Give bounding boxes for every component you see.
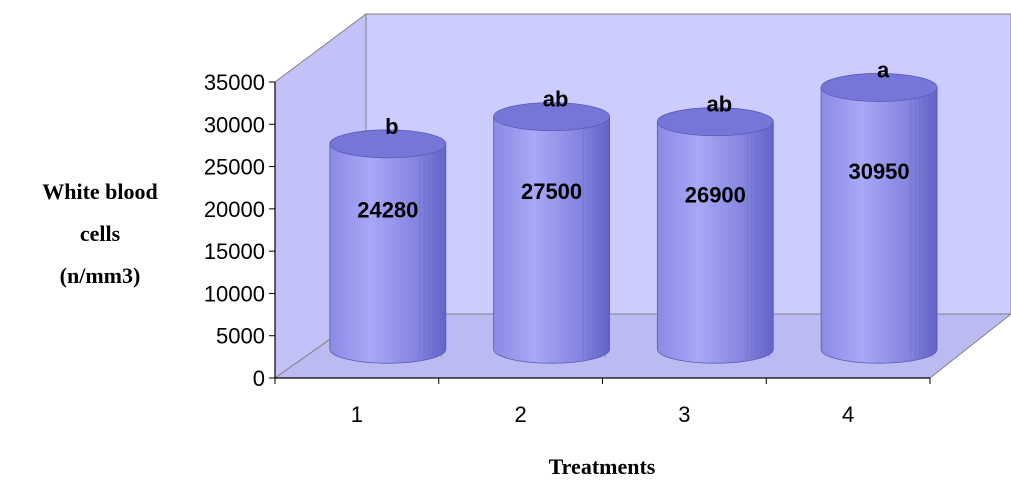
- y-tick-label: 0: [253, 366, 265, 391]
- y-axis-title-line-3: (n/mm3): [60, 263, 141, 288]
- bar: [656, 121, 774, 364]
- y-axis-ticks: 0 5000 10000 15000 20000 25000 30000 35000: [204, 70, 275, 391]
- bar-top: [329, 129, 447, 159]
- significance-letter: b: [385, 114, 398, 139]
- bar: [329, 143, 447, 364]
- y-tick-label: 5000: [216, 324, 265, 349]
- significance-letter: ab: [543, 87, 569, 112]
- bar-top: [656, 107, 774, 137]
- data-label: 27500: [521, 179, 582, 204]
- bar: [820, 87, 938, 364]
- x-axis-ticks: 1 2 3 4: [274, 378, 931, 427]
- y-tick-label: 20000: [204, 197, 265, 222]
- y-tick-label: 30000: [204, 112, 265, 137]
- y-axis-title-line-2: cells: [80, 221, 121, 246]
- y-axis-title-line-1: White blood: [42, 179, 158, 204]
- y-tick-label: 15000: [204, 239, 265, 264]
- bar: [493, 116, 610, 364]
- y-tick-label: 10000: [204, 281, 265, 306]
- bars: b 24280 ab 27500 ab 26900 a 30950: [329, 57, 938, 364]
- bar-top: [820, 73, 938, 102]
- x-axis-title: Treatments: [549, 454, 656, 479]
- y-tick-label: 25000: [204, 155, 265, 180]
- x-tick-label: 3: [678, 402, 690, 427]
- data-label: 30950: [848, 159, 909, 184]
- data-label: 24280: [357, 198, 418, 223]
- y-tick-label: 35000: [204, 70, 265, 95]
- x-tick-label: 2: [515, 402, 527, 427]
- data-label: 26900: [685, 183, 746, 208]
- bar-top: [493, 102, 610, 132]
- x-tick-label: 4: [842, 402, 854, 427]
- x-tick-label: 1: [351, 402, 363, 427]
- significance-letter: ab: [706, 92, 732, 117]
- significance-letter: a: [877, 57, 890, 82]
